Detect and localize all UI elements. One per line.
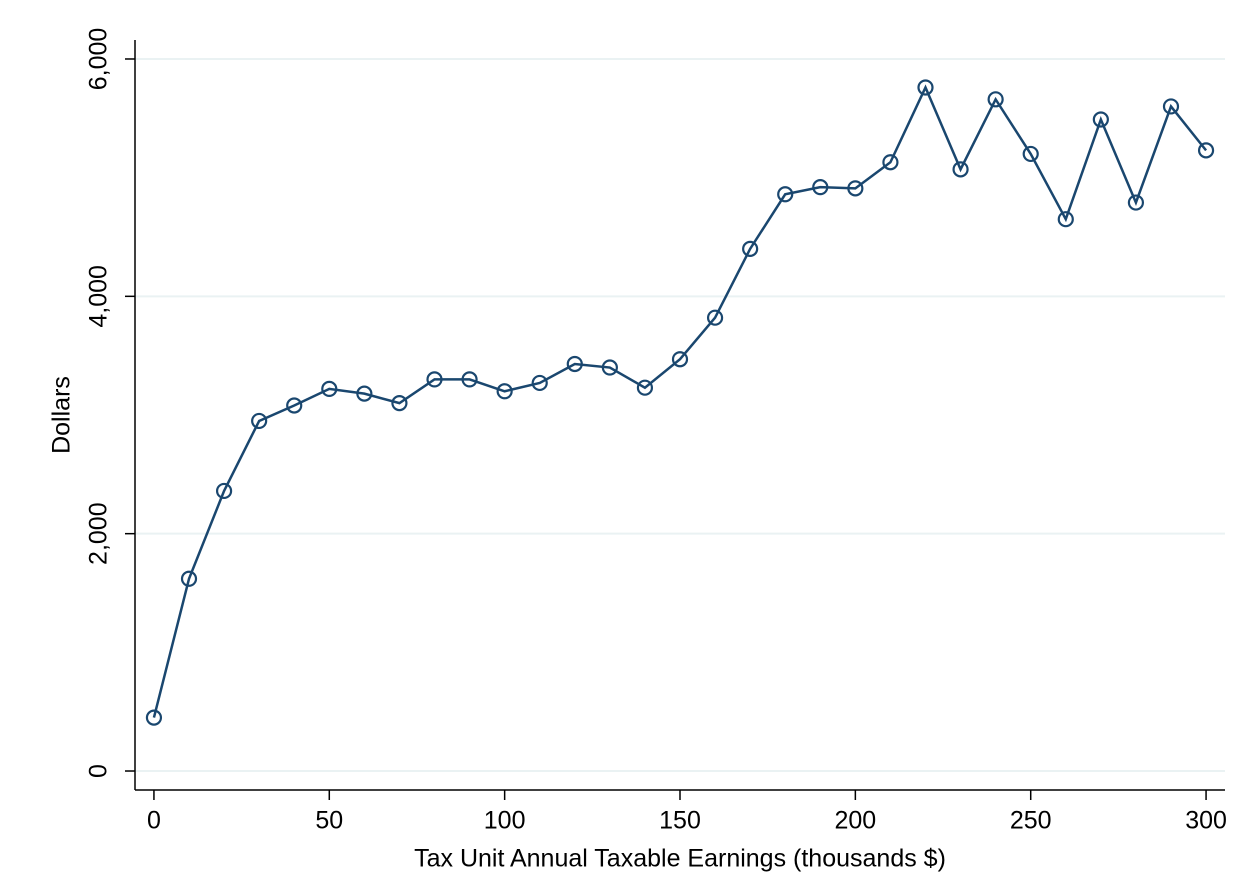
marker (917, 79, 934, 96)
marker (742, 240, 759, 257)
y-axis-title: Dollars (48, 376, 76, 454)
x-tick-label: 0 (147, 807, 161, 835)
marker (1197, 142, 1215, 159)
marker (321, 380, 338, 397)
marker (1162, 98, 1180, 115)
marker (356, 385, 373, 402)
marker (671, 351, 689, 368)
x-tick-label: 150 (659, 807, 701, 835)
marker (145, 709, 163, 726)
marker (566, 355, 583, 373)
marker (1057, 211, 1074, 228)
marker (215, 482, 233, 500)
marker (706, 309, 724, 326)
y-tick-label: 0 (85, 764, 113, 778)
marker (952, 161, 969, 178)
x-tick-label: 200 (834, 807, 876, 835)
marker (1092, 111, 1109, 128)
x-tick-label: 250 (1010, 807, 1052, 835)
marker (987, 91, 1004, 108)
marker (461, 371, 478, 388)
x-tick-label: 300 (1185, 807, 1227, 835)
marker (286, 397, 303, 414)
x-tick-label: 50 (315, 807, 343, 835)
marker (531, 374, 548, 392)
marker (601, 359, 618, 376)
marker (1022, 145, 1039, 163)
marker (251, 412, 268, 430)
marker (636, 379, 654, 396)
line (152, 84, 1208, 718)
y-tick-label: 4,000 (85, 265, 113, 328)
marker (391, 395, 408, 412)
marker (180, 570, 198, 587)
marker (777, 186, 794, 203)
marker (426, 371, 443, 388)
x-tick-label: 100 (484, 807, 526, 835)
marker (1127, 194, 1145, 211)
y-tick-label: 6,000 (85, 28, 113, 91)
marker (496, 383, 513, 400)
marker (812, 179, 829, 196)
marker (847, 180, 864, 197)
y-tick-label: 2,000 (85, 502, 113, 565)
x-axis-title: Tax Unit Annual Taxable Earnings (thousa… (414, 845, 946, 873)
marker (882, 154, 899, 171)
